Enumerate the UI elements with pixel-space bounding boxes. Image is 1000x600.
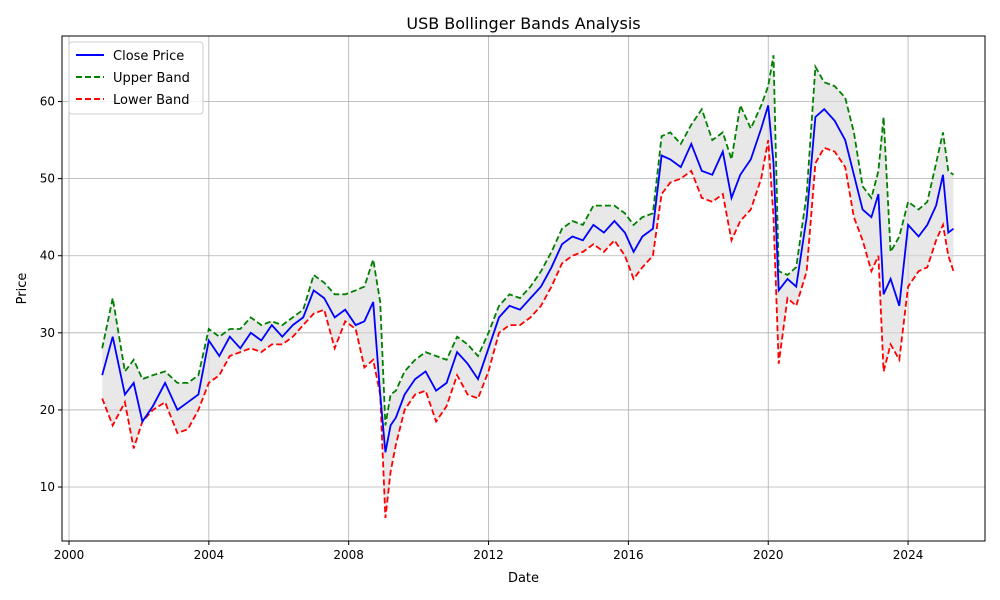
x-tick-label: 2020: [753, 548, 784, 562]
x-tick-label: 2008: [333, 548, 364, 562]
legend: Close Price Upper Band Lower Band: [68, 41, 204, 115]
x-tick-label: 2004: [194, 548, 225, 562]
legend-label-lower: Lower Band: [113, 93, 189, 108]
legend-label-upper: Upper Band: [113, 71, 190, 86]
legend-label-close: Close Price: [113, 49, 184, 64]
y-tick-label: 10: [40, 480, 55, 494]
y-axis-label: Price: [15, 273, 30, 305]
x-tick-label: 2024: [893, 548, 924, 562]
axis-ticks: 2000 2004 2008 2012 2016 2020 2024 10 20 30 40 50 60: [40, 95, 924, 562]
chart-title: USB Bollinger Bands Analysis: [406, 14, 640, 33]
lower-band-line: [101, 139, 955, 519]
x-tick-label: 2000: [54, 548, 85, 562]
y-tick-label: 30: [40, 326, 55, 340]
y-tick-label: 60: [40, 95, 55, 109]
axes-frame: [61, 35, 986, 542]
close-price-line: [101, 105, 955, 453]
x-axis-label: Date: [508, 571, 539, 586]
y-tick-label: 50: [40, 172, 55, 186]
x-tick-label: 2012: [473, 548, 504, 562]
x-tick-label: 2016: [613, 548, 644, 562]
plot-area: [101, 55, 955, 519]
y-tick-label: 20: [40, 403, 55, 417]
y-tick-label: 40: [40, 249, 55, 263]
band-fill-area: [102, 55, 954, 518]
grid-lines: [62, 36, 985, 541]
legend-box: [68, 41, 204, 115]
upper-band-line: [101, 55, 955, 426]
